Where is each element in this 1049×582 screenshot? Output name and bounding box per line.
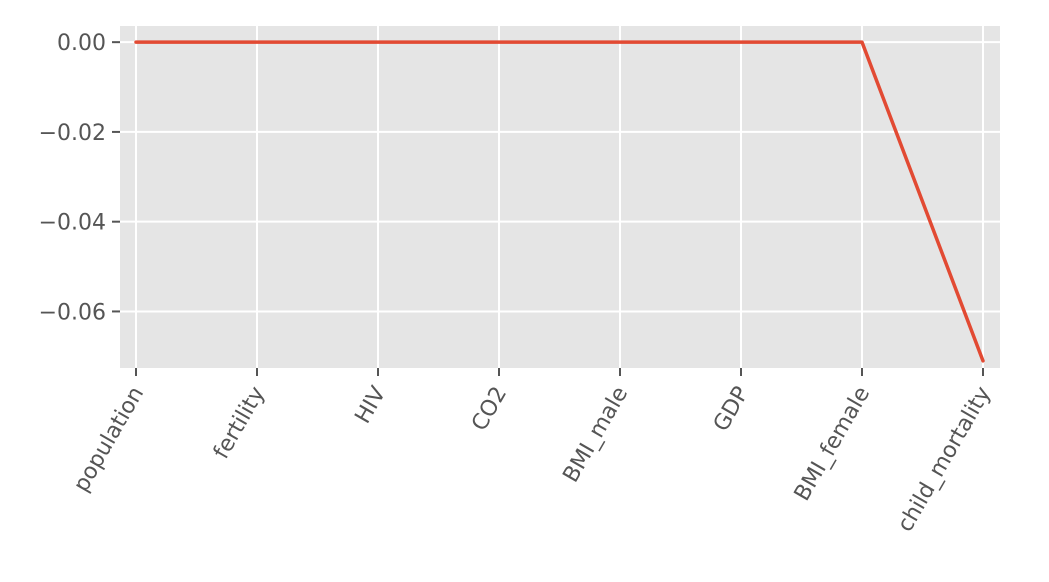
data-point <box>861 41 863 43</box>
y-tick-label: −0.04 <box>39 211 106 236</box>
x-tick-label: BMI_male <box>558 383 633 487</box>
y-tick-label: −0.02 <box>39 121 106 146</box>
plot-background <box>120 26 1000 368</box>
data-point <box>619 41 621 43</box>
x-tick-label: fertility <box>209 383 270 464</box>
data-point <box>982 360 984 362</box>
x-ticks: population fertility HIV CO2 BMI_male GDP BMI_… <box>69 368 996 536</box>
series-layer <box>134 40 985 363</box>
x-tick-label: GDP <box>709 383 754 436</box>
x-tick-label: child_mortality <box>893 383 996 537</box>
data-point <box>740 41 742 43</box>
x-tick-label: HIV <box>350 383 391 428</box>
series-line <box>134 40 985 363</box>
data-point <box>135 41 137 43</box>
x-tick-label: population <box>69 383 149 497</box>
x-tick-label: BMI_female <box>790 383 875 506</box>
data-point <box>498 41 500 43</box>
y-ticks: 0.00 −0.02 −0.04 −0.06 <box>39 31 120 325</box>
y-tick-label: −0.06 <box>39 300 106 325</box>
data-point <box>377 41 379 43</box>
data-point <box>256 41 258 43</box>
y-tick-label: 0.00 <box>57 31 106 56</box>
x-tick-label: CO2 <box>467 383 512 436</box>
